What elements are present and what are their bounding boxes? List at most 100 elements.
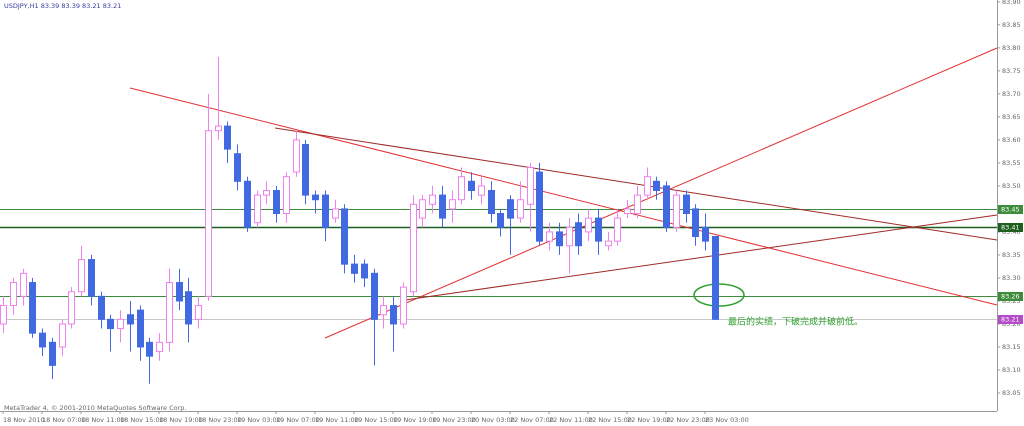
candle-body — [653, 180, 660, 192]
y-tick-label: 83.65 — [1002, 113, 1021, 121]
x-tick-label: 18 Nov 07:00 — [42, 416, 86, 424]
x-tick-label: 20 Nov 03:00 — [471, 416, 515, 424]
candle-body — [10, 282, 17, 307]
x-tick-label: 22 Nov 11:00 — [549, 416, 593, 424]
candle-body — [98, 295, 105, 320]
candle-body — [380, 305, 387, 316]
candle-body — [39, 332, 46, 348]
y-tick-label: 83.10 — [1002, 366, 1021, 374]
candle-body — [692, 208, 699, 238]
trend-lines — [129, 47, 998, 339]
candle-body — [166, 282, 173, 343]
candle-body — [59, 323, 66, 348]
candle-body — [185, 291, 192, 325]
candle-body — [176, 282, 183, 302]
candle-body — [546, 231, 553, 242]
trend-line — [274, 127, 998, 241]
candle-body — [458, 176, 465, 201]
candle-body — [536, 171, 543, 242]
candle-body — [341, 208, 348, 265]
candle-body — [419, 199, 426, 219]
candle-body — [605, 240, 612, 247]
x-tick-label: 18 Nov 19:00 — [159, 416, 203, 424]
candle-body — [20, 272, 27, 297]
candle-body — [410, 203, 417, 293]
candle-body — [497, 213, 504, 228]
candle-body — [273, 190, 280, 215]
price-label: 83.26 — [1001, 293, 1020, 301]
candle-body — [29, 282, 36, 334]
candle-body — [205, 130, 212, 297]
candle-body — [702, 226, 709, 242]
x-tick-label: 18 Nov 11:00 — [81, 416, 125, 424]
candle-body — [293, 139, 300, 173]
candle-body — [585, 217, 592, 233]
y-tick-label: 83.70 — [1002, 90, 1021, 98]
x-tick-label: 18 Nov 2010 — [3, 416, 45, 424]
candle-body — [127, 314, 134, 325]
candle-body — [156, 341, 163, 353]
footer: MetaTrader 4, © 2001-2010 MetaQuotes Sof… — [4, 404, 186, 412]
y-tick-label: 83.50 — [1002, 182, 1021, 190]
candle-body — [712, 236, 719, 320]
candle-body — [439, 194, 446, 219]
candle-body — [400, 286, 407, 325]
candle-body — [283, 176, 290, 215]
candle-body — [322, 194, 329, 228]
x-tick-label: 19 Nov 23:00 — [432, 416, 476, 424]
candle-body — [507, 199, 514, 219]
candle-body — [244, 180, 251, 228]
candle-body — [527, 166, 534, 205]
candle-body — [478, 185, 485, 196]
y-tick-label: 83.85 — [1002, 21, 1021, 29]
candle-body — [634, 194, 641, 215]
x-tick-label: 19 Nov 11:00 — [315, 416, 359, 424]
candle-body — [312, 194, 319, 201]
x-tick-label: 19 Nov 15:00 — [354, 416, 398, 424]
candle-body — [429, 194, 436, 205]
x-tick-label: 22 Nov 07:00 — [510, 416, 554, 424]
trend-line — [324, 47, 998, 339]
trend-line — [129, 87, 998, 306]
candle-body — [107, 318, 114, 330]
candle-body — [234, 153, 241, 182]
y-tick-label: 83.75 — [1002, 67, 1021, 75]
candle-body — [624, 208, 631, 215]
price-label-box — [998, 223, 1023, 232]
trend-line — [404, 214, 998, 301]
x-tick-label: 22 Nov 19:00 — [627, 416, 671, 424]
x-tick-label: 22 Nov 15:00 — [588, 416, 632, 424]
x-tick-label: 19 Nov 19:00 — [393, 416, 437, 424]
x-tick-label: 18 Nov 23:00 — [198, 416, 242, 424]
y-tick-label: 83.90 — [1002, 0, 1021, 6]
y-tick-label: 83.80 — [1002, 44, 1021, 52]
candle-body — [361, 263, 368, 279]
candle-body — [302, 143, 309, 196]
candle-body — [88, 259, 95, 297]
x-tick-label: 19 Nov 07:00 — [276, 416, 320, 424]
candle-body — [644, 176, 651, 196]
y-tick-label: 83.60 — [1002, 136, 1021, 144]
candle-body — [390, 305, 397, 325]
x-tick-label: 22 Nov 23:00 — [666, 416, 710, 424]
candle-body — [575, 222, 582, 247]
candle-body — [215, 125, 222, 132]
candle-body — [254, 194, 261, 224]
price-label-box — [998, 315, 1023, 324]
y-tick-label: 83.15 — [1002, 343, 1021, 351]
candle-body — [663, 185, 670, 228]
candle-body — [595, 217, 602, 242]
candle-body — [683, 194, 690, 215]
y-tick-label: 83.55 — [1002, 159, 1021, 167]
candle-body — [488, 190, 495, 215]
candle-body — [556, 231, 563, 247]
x-tick-label: 19 Nov 03:00 — [237, 416, 281, 424]
price-label: 83.45 — [1001, 206, 1020, 214]
candle-body — [614, 217, 621, 242]
candle-body — [195, 305, 202, 320]
candle-body — [68, 291, 75, 325]
candle-body — [371, 272, 378, 320]
candle-body — [78, 259, 85, 293]
